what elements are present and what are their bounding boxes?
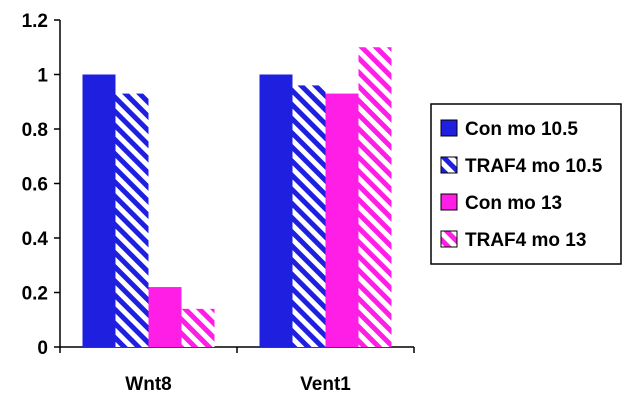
legend-swatch-con-mo-10-5 xyxy=(440,119,458,137)
legend-label-con-mo-13: Con mo 13 xyxy=(465,193,562,214)
bar-wnt8-traf4-mo-10-5 xyxy=(115,93,149,347)
bars xyxy=(82,47,392,348)
bar-vent1-con-mo-13 xyxy=(325,93,359,347)
legend-box xyxy=(430,103,622,265)
y-tick-label-0: 0 xyxy=(37,338,48,359)
bar-wnt8-traf4-mo-13 xyxy=(181,308,215,347)
category-labels: Wnt8 Vent1 xyxy=(125,374,351,395)
category-label-wnt8: Wnt8 xyxy=(125,374,171,395)
y-tick-label-1: 1 xyxy=(37,66,48,87)
y-tick-label-0-2: 0.2 xyxy=(22,284,48,305)
category-label-vent1: Vent1 xyxy=(300,374,351,395)
legend-swatch-con-mo-13 xyxy=(440,193,458,211)
legend-label-traf4-mo-13: TRAF4 mo 13 xyxy=(465,230,586,251)
legend-label-con-mo-10-5: Con mo 10.5 xyxy=(465,119,578,140)
legend: Con mo 10.5 TRAF4 mo 10.5 Con mo 13 TRAF4 m… xyxy=(430,103,622,265)
y-tick-label-0-4: 0.4 xyxy=(22,229,49,250)
bar-vent1-traf4-mo-13 xyxy=(358,47,392,347)
y-tick-label-0-8: 0.8 xyxy=(22,120,48,141)
legend-label-traf4-mo-10-5: TRAF4 mo 10.5 xyxy=(465,156,603,177)
y-tick-label-1-2: 1.2 xyxy=(22,11,48,32)
legend-swatch-traf4-mo-10-5 xyxy=(440,156,458,174)
bar-wnt8-con-mo-13 xyxy=(148,287,182,347)
y-tick-label-0-6: 0.6 xyxy=(22,175,48,196)
bar-wnt8-con-mo-10-5 xyxy=(82,74,116,347)
bar-vent1-con-mo-10-5 xyxy=(259,74,293,347)
legend-swatch-traf4-mo-13 xyxy=(440,230,458,248)
bar-vent1-traf4-mo-10-5 xyxy=(292,85,326,348)
y-tick-labels: 0 0.2 0.4 0.6 0.8 1 1.2 xyxy=(22,11,49,359)
